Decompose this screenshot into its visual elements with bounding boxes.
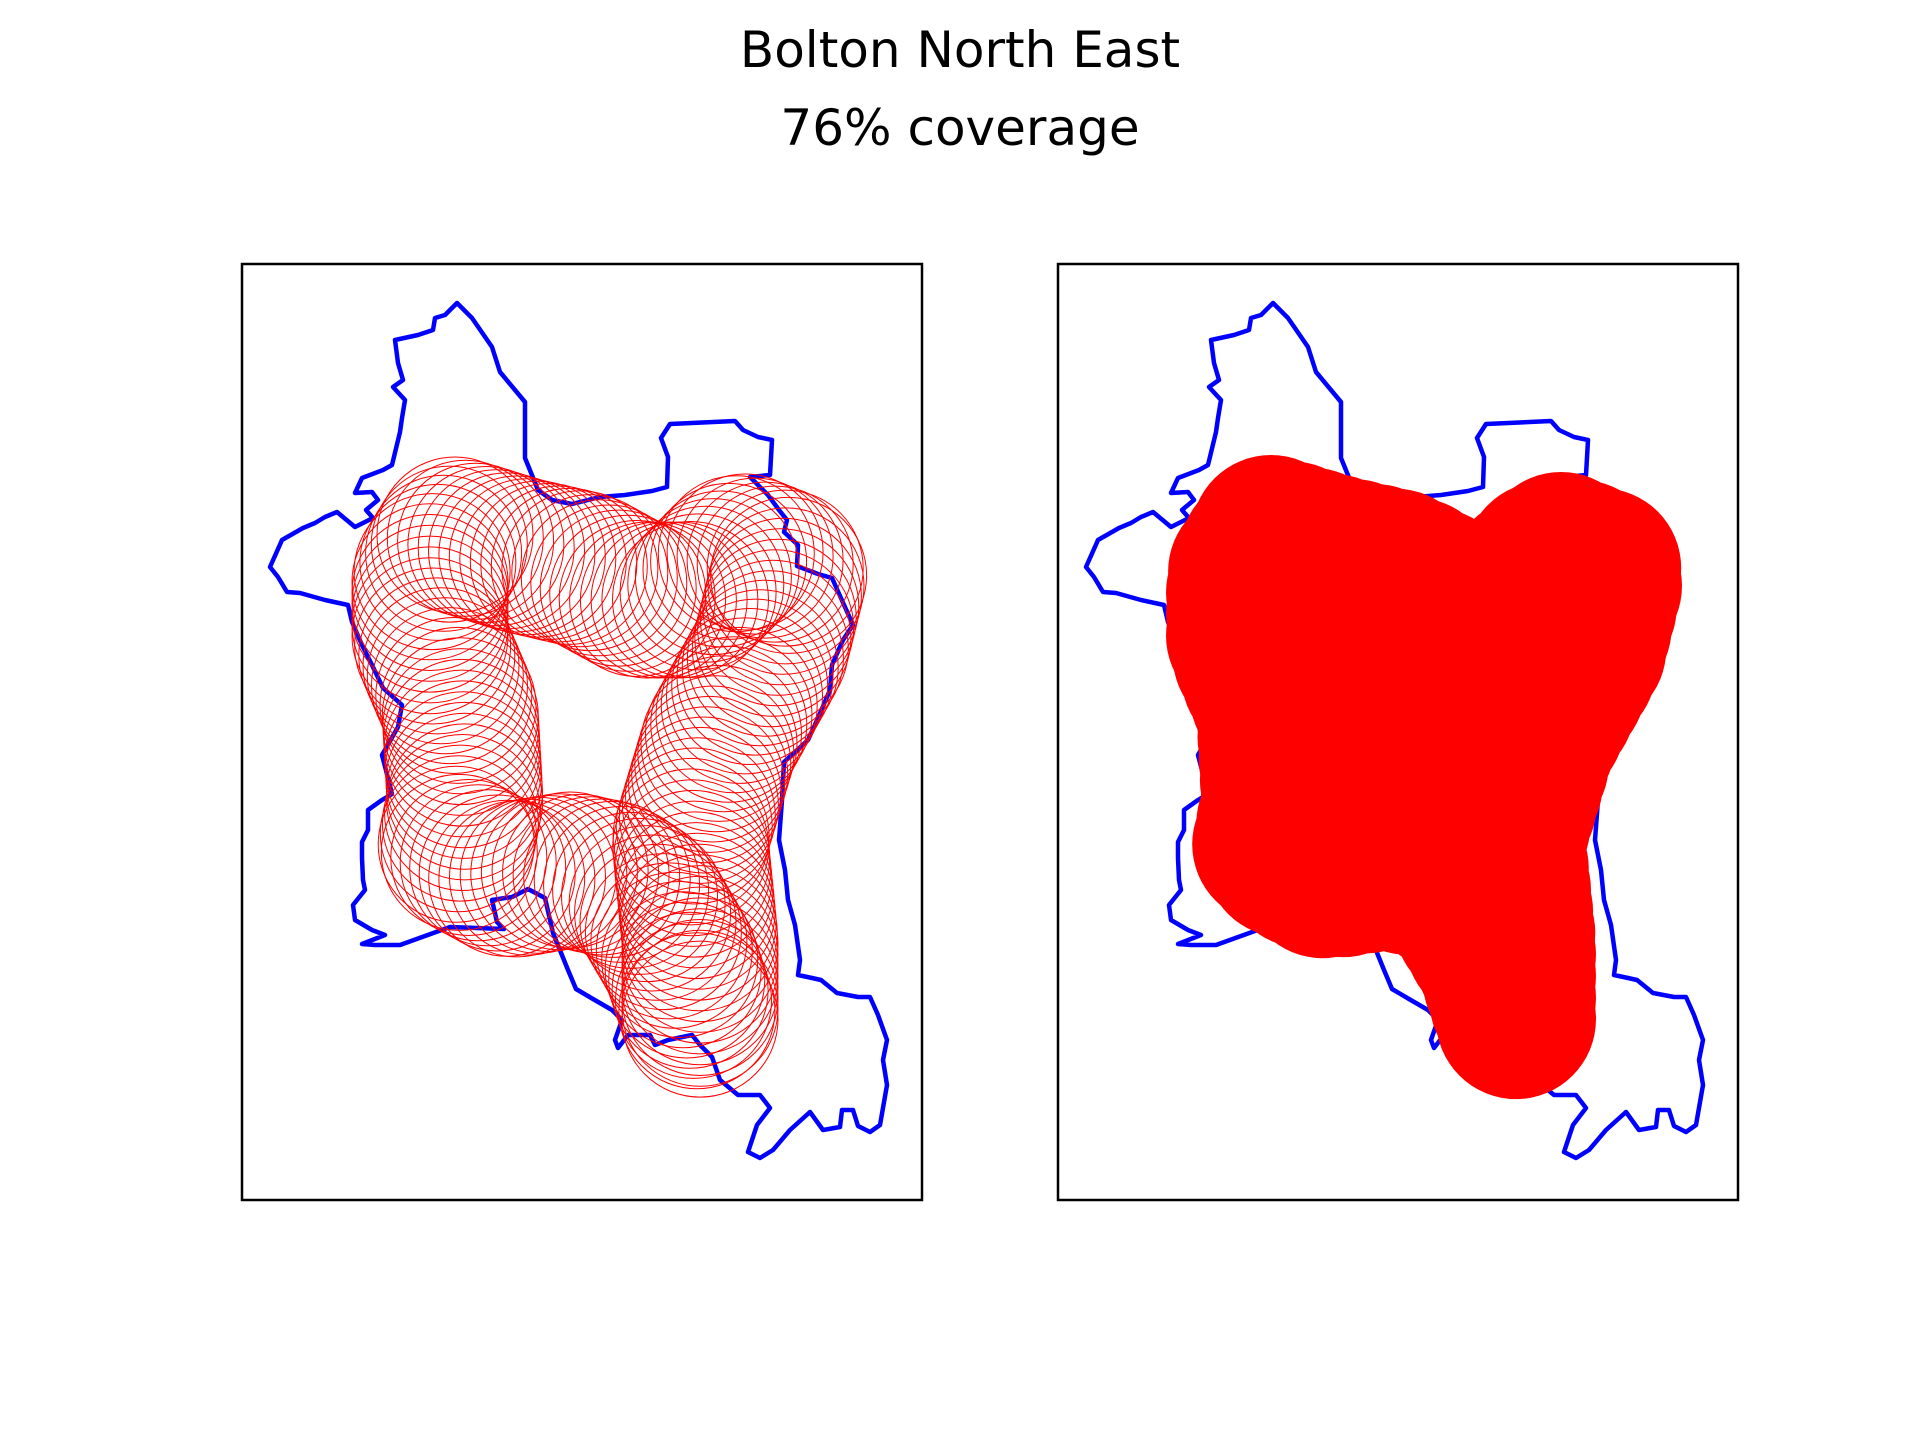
coverage-circle xyxy=(438,800,596,958)
coverage-circle xyxy=(601,881,759,1038)
coverage-circle xyxy=(558,520,716,677)
coverage-circle xyxy=(621,940,779,1098)
right-panel xyxy=(1056,262,1740,1202)
coverage-circle xyxy=(637,675,795,833)
left-panel xyxy=(240,262,924,1202)
coverage-circle xyxy=(699,538,857,696)
coverage-circle xyxy=(490,487,648,645)
coverage-circle xyxy=(590,862,748,1020)
coverage-circle xyxy=(409,789,567,947)
coverage-circle xyxy=(611,911,769,1069)
coverage-circle xyxy=(469,483,627,640)
coverage-circle xyxy=(569,521,727,679)
coverage-circle xyxy=(362,587,520,745)
coverage-circle xyxy=(354,567,512,725)
coverage-circle xyxy=(407,466,565,623)
coverage-circle xyxy=(399,784,557,942)
coverage-circle xyxy=(539,509,697,667)
coverage-circle xyxy=(618,932,776,1090)
coverage-circle xyxy=(438,475,596,633)
coverage-circle xyxy=(390,779,548,936)
constituency-boundary-left xyxy=(267,300,890,1161)
coverage-circle xyxy=(358,577,516,735)
coverage-circle xyxy=(449,798,606,956)
coverage-circle xyxy=(657,475,815,633)
figure-title: Bolton North East xyxy=(739,21,1181,79)
coverage-circle xyxy=(351,557,509,715)
coverage-union xyxy=(1166,455,1682,1100)
coverage-circle xyxy=(590,521,748,679)
coverage-circle xyxy=(650,482,808,640)
coverage-circle xyxy=(470,795,628,952)
coverage-circle xyxy=(691,570,849,728)
boundary-outline xyxy=(267,300,890,1161)
coverage-circle xyxy=(694,559,852,717)
coverage-disc xyxy=(1211,461,1372,622)
coverage-circle xyxy=(552,811,710,969)
coverage-circle xyxy=(428,472,585,630)
coverage-circle xyxy=(351,514,509,671)
coverage-circle xyxy=(366,597,524,755)
coverage-circle xyxy=(377,765,535,923)
coverage-circle xyxy=(621,908,779,1066)
coverage-circle xyxy=(660,626,818,784)
coverage-subtitle: 76% coverage xyxy=(780,99,1140,157)
coverage-circle xyxy=(671,608,829,765)
coverage-circle xyxy=(512,796,670,954)
coverage-circle xyxy=(621,919,779,1076)
coverage-circle xyxy=(666,617,823,775)
coverage-disc xyxy=(1296,580,1536,820)
coverage-circle xyxy=(561,817,718,975)
coverage-circle xyxy=(621,897,779,1055)
coverage-circle xyxy=(386,712,543,870)
coverage-circle xyxy=(375,617,533,774)
coverage-circle xyxy=(417,469,575,627)
coverage-circle xyxy=(351,503,509,661)
coverage-circle xyxy=(480,485,638,643)
coverage-circle xyxy=(676,598,834,756)
coverage-circle xyxy=(501,490,659,648)
coverage-circle xyxy=(710,496,868,654)
coverage-circle xyxy=(359,483,517,641)
coverage-circle xyxy=(511,494,669,652)
coverage-circle xyxy=(621,886,779,1044)
coverage-circle xyxy=(480,793,638,951)
coverage-circle xyxy=(706,489,864,647)
coverage-circle xyxy=(574,834,732,992)
coverage-circle xyxy=(615,921,772,1079)
coverage-circle xyxy=(631,695,789,853)
coverage-circle xyxy=(608,901,766,1059)
coverage-circle xyxy=(380,773,538,931)
coverage-circle xyxy=(604,891,762,1049)
coverage-circle xyxy=(686,481,844,639)
left-panel-frame xyxy=(240,262,924,1202)
coverage-circle xyxy=(353,493,511,651)
coverage-circle xyxy=(520,499,678,657)
coverage-circle xyxy=(601,521,759,679)
coverage-circles xyxy=(351,456,868,1098)
coverage-circle xyxy=(459,480,617,638)
coverage-circle xyxy=(386,459,544,617)
coverage-circle xyxy=(370,465,528,623)
coverage-circle xyxy=(621,875,779,1033)
coverage-circle xyxy=(530,504,688,662)
coverage-circle xyxy=(365,474,523,632)
coverage-circle xyxy=(397,462,555,620)
coverage-circle xyxy=(621,929,779,1087)
coverage-circle xyxy=(666,473,824,631)
